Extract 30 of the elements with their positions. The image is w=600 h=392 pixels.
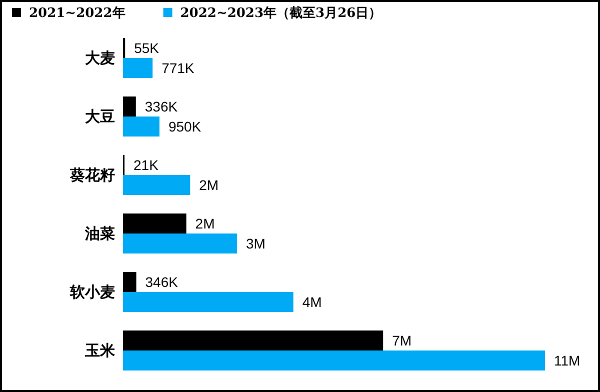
- bar: [123, 58, 153, 78]
- legend-label: 2021~2022年: [29, 6, 126, 21]
- y-tick-label: 软小麦: [69, 283, 115, 301]
- bar: [123, 234, 237, 254]
- data-label: 346K: [145, 274, 179, 290]
- y-tick-label: 玉米: [84, 342, 116, 360]
- bar: [123, 330, 384, 350]
- bar: [123, 350, 545, 370]
- bar: [123, 116, 160, 136]
- y-tick-label: 大豆: [85, 108, 115, 126]
- y-tick-label: 油菜: [84, 224, 115, 242]
- data-label: 336K: [144, 98, 178, 114]
- data-label: 4M: [302, 294, 322, 310]
- data-label: 2M: [195, 216, 215, 232]
- data-label: 2M: [199, 177, 219, 193]
- data-label: 7M: [392, 332, 412, 348]
- bar: [123, 292, 294, 312]
- legend-label: 2022~2023年（截至3月26日）: [180, 6, 382, 21]
- data-label: 950K: [168, 118, 202, 134]
- bar: [123, 272, 136, 292]
- y-tick-label: 葵花籽: [69, 166, 115, 184]
- data-label: 3M: [246, 236, 266, 252]
- y-tick-label: 大麦: [85, 49, 115, 67]
- data-label: 11M: [554, 352, 580, 368]
- bar: [123, 175, 190, 195]
- bar: [123, 214, 186, 234]
- data-label: 55K: [134, 40, 160, 56]
- data-label: 21K: [134, 157, 160, 173]
- data-label: 771K: [162, 60, 195, 76]
- bar: [123, 96, 136, 116]
